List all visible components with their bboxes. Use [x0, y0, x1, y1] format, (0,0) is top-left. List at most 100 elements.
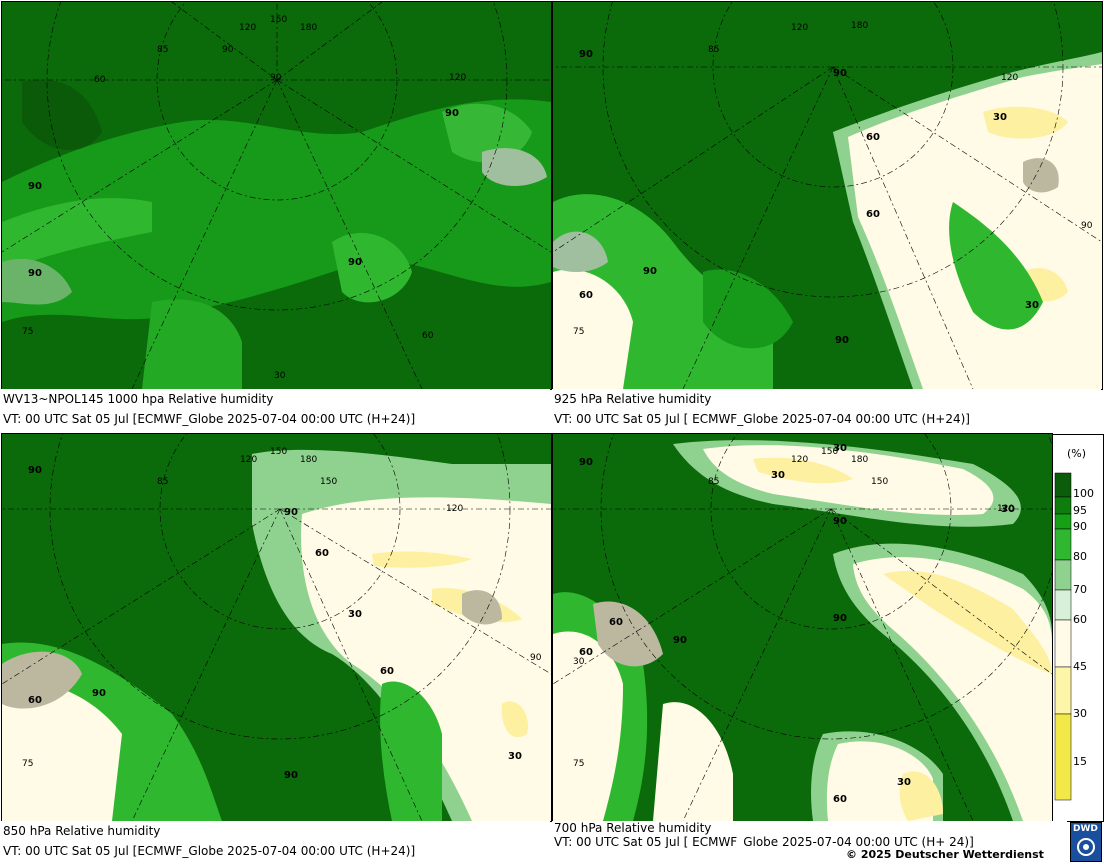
legend-label: 90: [1073, 520, 1087, 533]
svg-text:90: 90: [284, 770, 298, 781]
svg-text:120: 120: [791, 23, 808, 33]
map-panel-850hpa: 90 90 60 30 60 90 30 60 90 75 120 150 15…: [1, 433, 552, 822]
contour-labels-700hpa: 90 30 30 30 60 90 90 60 90 60 30: [579, 443, 1015, 805]
svg-text:180: 180: [300, 455, 317, 465]
svg-text:75: 75: [573, 327, 584, 337]
caption-700hpa: 700 hPa Relative humidity VT: 00 UTC Sat…: [552, 821, 1067, 848]
caption-valid-time: VT: 00 UTC Sat 05 Jul [ECMWF_Globe 2025-…: [3, 412, 416, 426]
svg-text:90: 90: [1081, 221, 1093, 231]
logo-text: DWD: [1073, 824, 1098, 834]
map-panel-1000hpa: 90 90 90 90 60 30 75 85 90 150 180 120 1…: [1, 1, 552, 390]
map-850hpa: 90 90 60 30 60 90 30 60 90 75 120 150 15…: [2, 434, 551, 821]
svg-text:90: 90: [833, 613, 847, 624]
svg-text:90: 90: [270, 73, 282, 83]
legend-swatch: [1054, 619, 1072, 668]
svg-text:90: 90: [643, 266, 657, 277]
legend-label: 15: [1073, 755, 1087, 768]
dwd-logo-icon: DWD: [1070, 822, 1102, 862]
grid-labels-925hpa: 75 120 180 85 120 90: [573, 21, 1093, 337]
svg-text:75: 75: [22, 759, 33, 769]
svg-text:75: 75: [22, 327, 33, 337]
legend-swatch: [1054, 528, 1072, 561]
svg-text:60: 60: [94, 75, 106, 85]
svg-text:180: 180: [851, 21, 868, 31]
legend-swatch: [1054, 513, 1072, 530]
svg-text:85: 85: [157, 477, 168, 487]
map-panel-925hpa: 90 90 30 60 60 90 30 60 90 75 120 180 85…: [552, 1, 1103, 390]
legend-label: 60: [1073, 613, 1087, 626]
svg-text:150: 150: [270, 15, 287, 25]
contour-label: 90: [28, 268, 42, 279]
legend-swatch: [1054, 496, 1072, 515]
map-700hpa: 90 30 30 30 60 90 90 60 90 60 30 75 120 …: [553, 434, 1052, 821]
map-panel-700hpa: 90 30 30 30 60 90 90 60 90 60 30 75 120 …: [552, 433, 1053, 822]
svg-text:60: 60: [833, 794, 847, 805]
caption-title: 850 hPa Relative humidity: [3, 824, 161, 838]
legend-swatch: [1054, 666, 1072, 715]
caption-925hpa: 925 hPa Relative humidity VT: 00 UTC Sat…: [552, 389, 1101, 430]
caption-title: 700 hPa Relative humidity: [554, 821, 712, 835]
copyright-text: © 2025 Deutscher Wetterdienst: [846, 848, 1044, 861]
svg-text:180: 180: [851, 455, 868, 465]
color-legend: (%) 100 95 90 80 70 60 45 30 15: [1052, 434, 1104, 822]
svg-text:30: 30: [1025, 300, 1039, 311]
svg-text:60: 60: [28, 695, 42, 706]
legend-label: 100: [1073, 487, 1094, 500]
legend-color-bar: [1054, 472, 1072, 801]
svg-text:85: 85: [708, 45, 719, 55]
svg-text:60: 60: [579, 647, 593, 658]
svg-text:90: 90: [284, 507, 298, 518]
svg-text:60: 60: [579, 290, 593, 301]
contour-label: 90: [348, 257, 362, 268]
svg-text:90: 90: [92, 688, 106, 699]
svg-text:30: 30: [508, 751, 522, 762]
svg-text:90: 90: [673, 635, 687, 646]
svg-text:30: 30: [274, 371, 286, 381]
caption-title: 925 hPa Relative humidity: [554, 392, 712, 406]
legend-label: 95: [1073, 504, 1087, 517]
contour-labels-925hpa: 90 90 30 60 60 90 30 60 90: [579, 49, 1039, 346]
svg-text:85: 85: [157, 45, 168, 55]
svg-text:75: 75: [573, 759, 584, 769]
svg-text:60: 60: [380, 666, 394, 677]
svg-text:60: 60: [609, 617, 623, 628]
svg-text:120: 120: [240, 455, 257, 465]
legend-swatch: [1054, 472, 1072, 498]
svg-text:30: 30: [771, 470, 785, 481]
caption-850hpa: 850 hPa Relative humidity VT: 00 UTC Sat…: [1, 821, 550, 862]
svg-text:180: 180: [300, 23, 317, 33]
grid-labels-1000hpa: 60 30 75 85 90 150 180 120 120 90 60: [22, 15, 466, 381]
svg-text:150: 150: [821, 447, 838, 457]
legend-unit: (%): [1067, 447, 1087, 460]
caption-valid-time: VT: 00 UTC Sat 05 Jul [ ECMWF_Globe 2025…: [554, 835, 974, 848]
caption-valid-time: VT: 00 UTC Sat 05 Jul [ECMWF_Globe 2025-…: [3, 844, 416, 858]
svg-text:30: 30: [833, 443, 847, 454]
contour-labels-1000hpa: 90 90 90 90: [28, 108, 459, 279]
svg-text:30: 30: [1001, 504, 1015, 515]
svg-text:60: 60: [315, 548, 329, 559]
legend-label: 80: [1073, 550, 1087, 563]
svg-text:90: 90: [833, 68, 847, 79]
grid-labels-850hpa: 75 120 150 150 180 85 120 90: [22, 447, 542, 769]
legend-label: 70: [1073, 583, 1087, 596]
svg-text:120: 120: [446, 504, 463, 514]
legend-swatch: [1054, 559, 1072, 591]
svg-text:120: 120: [1001, 73, 1018, 83]
contour-label: 90: [28, 181, 42, 192]
svg-text:150: 150: [270, 447, 287, 457]
legend-label: 45: [1073, 660, 1087, 673]
caption-valid-time: VT: 00 UTC Sat 05 Jul [ ECMWF_Globe 2025…: [554, 412, 970, 426]
svg-text:120: 120: [997, 504, 1014, 514]
svg-text:60: 60: [866, 209, 880, 220]
grid-labels-700hpa: 75 120 150 180 150 85 120 30: [573, 447, 1014, 769]
svg-text:90: 90: [530, 653, 542, 663]
legend-swatch: [1054, 713, 1072, 801]
caption-title: WV13~NPOL145 1000 hpa Relative humidity: [3, 392, 274, 406]
map-925hpa: 90 90 30 60 60 90 30 60 90 75 120 180 85…: [553, 2, 1102, 389]
svg-text:120: 120: [791, 455, 808, 465]
svg-text:120: 120: [239, 23, 256, 33]
svg-text:30: 30: [993, 112, 1007, 123]
legend-label: 30: [1073, 707, 1087, 720]
svg-text:90: 90: [28, 465, 42, 476]
svg-text:90: 90: [835, 335, 849, 346]
